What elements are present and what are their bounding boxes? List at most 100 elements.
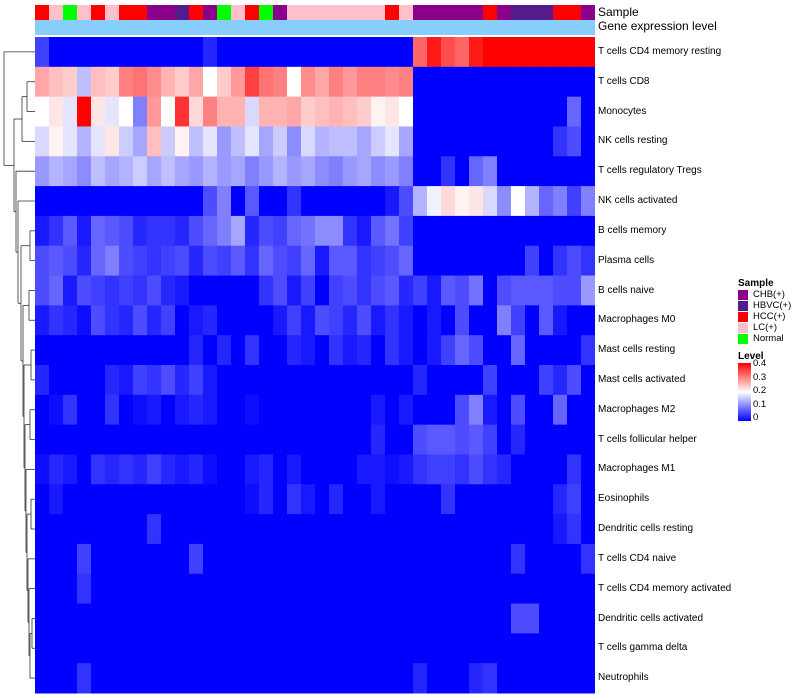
- row-label: T cells CD4 memory resting: [598, 45, 722, 57]
- heatmap-cell: [385, 573, 400, 605]
- heatmap-cell: [525, 573, 540, 605]
- heatmap-cell: [119, 335, 134, 366]
- heatmap-cell: [455, 66, 470, 98]
- heatmap-cell: [399, 215, 414, 247]
- heatmap-cell: [371, 603, 386, 634]
- heatmap-cell: [511, 573, 526, 605]
- heatmap-cell: [49, 424, 64, 455]
- heatmap-cell: [259, 275, 274, 306]
- heatmap-cell: [399, 424, 414, 455]
- sample-cell: [469, 5, 484, 20]
- heatmap-cell: [119, 573, 134, 605]
- heatmap-cell: [371, 335, 386, 366]
- heatmap-cell: [231, 37, 246, 68]
- sample-cell: [77, 5, 92, 20]
- sample-cell: [259, 5, 274, 20]
- heatmap-cell: [357, 633, 372, 664]
- heatmap-cell: [469, 603, 484, 634]
- heatmap-cell: [147, 335, 162, 366]
- heatmap-cell: [175, 275, 190, 306]
- heatmap-cell: [231, 245, 246, 277]
- heatmap-cell: [567, 335, 582, 366]
- heatmap-cell: [133, 603, 148, 634]
- legend-tick-label: 0: [753, 412, 759, 423]
- heatmap-cell: [539, 514, 554, 545]
- sample-cell: [329, 5, 344, 20]
- heatmap-cell: [483, 514, 498, 545]
- heatmap-cell: [63, 484, 78, 515]
- heatmap-cell: [35, 156, 50, 187]
- heatmap-cell: [567, 126, 582, 157]
- heatmap-cell: [91, 335, 106, 366]
- heatmap-cell: [511, 454, 526, 485]
- heatmap-cell: [497, 365, 512, 396]
- heatmap-cell: [581, 454, 595, 485]
- sample-cell: [301, 5, 316, 20]
- heatmap-cell: [343, 156, 358, 187]
- heatmap-cell: [259, 663, 274, 694]
- heatmap-cell: [49, 335, 64, 366]
- heatmap-cell: [385, 454, 400, 485]
- heatmap-cell: [147, 215, 162, 247]
- heatmap-cell: [91, 543, 106, 575]
- annotation-label-sample: Sample: [598, 5, 639, 19]
- heatmap-cell: [385, 365, 400, 396]
- heatmap-cell: [77, 37, 92, 68]
- heatmap-cell: [427, 484, 442, 515]
- heatmap-cell: [329, 454, 344, 485]
- heatmap-cell: [273, 245, 288, 277]
- heatmap-cell: [273, 37, 288, 68]
- heatmap-cell: [469, 394, 484, 426]
- sample-cell: [203, 5, 218, 20]
- heatmap-cell: [581, 365, 595, 396]
- heatmap-cell: [329, 573, 344, 605]
- heatmap-cell: [497, 663, 512, 694]
- heatmap-cell: [399, 245, 414, 277]
- heatmap-cell: [133, 37, 148, 68]
- heatmap-cell: [273, 663, 288, 694]
- heatmap-cell: [525, 186, 540, 217]
- heatmap-cell: [441, 543, 456, 575]
- heatmap-cell: [245, 484, 260, 515]
- heatmap-cell: [147, 126, 162, 157]
- heatmap-cell: [525, 454, 540, 485]
- heatmap-cell: [77, 305, 92, 336]
- heatmap-cell: [399, 573, 414, 605]
- heatmap-cell: [385, 335, 400, 366]
- sample-cell: [497, 5, 512, 20]
- heatmap-cell: [413, 215, 428, 247]
- heatmap-cell: [287, 96, 302, 127]
- heatmap-cell: [175, 603, 190, 634]
- heatmap-cell: [189, 126, 204, 157]
- heatmap-cell: [175, 543, 190, 575]
- heatmap-cell: [427, 275, 442, 306]
- heatmap-cell: [399, 305, 414, 336]
- heatmap-cell: [483, 663, 498, 694]
- heatmap-cell: [511, 215, 526, 247]
- row-label: Plasma cells: [598, 254, 655, 266]
- heatmap-cell: [203, 514, 218, 545]
- heatmap-cell: [455, 275, 470, 306]
- heatmap-cell: [49, 573, 64, 605]
- heatmap-cell: [147, 186, 162, 217]
- heatmap-cell: [133, 484, 148, 515]
- heatmap-cell: [175, 514, 190, 545]
- heatmap-cell: [441, 215, 456, 247]
- legend-swatch: [738, 301, 748, 311]
- legend-sample-item: HBVC(+): [738, 300, 791, 311]
- heatmap-cell: [49, 514, 64, 545]
- heatmap-cell: [91, 514, 106, 545]
- heatmap-cell: [385, 186, 400, 217]
- heatmap-cell: [343, 215, 358, 247]
- heatmap-cell: [511, 156, 526, 187]
- heatmap-cell: [469, 335, 484, 366]
- heatmap-cell: [49, 484, 64, 515]
- heatmap-cell: [553, 573, 568, 605]
- heatmap-cell: [175, 573, 190, 605]
- heatmap-cell: [147, 663, 162, 694]
- heatmap-cell: [413, 186, 428, 217]
- row-label: Mast cells activated: [598, 373, 686, 385]
- heatmap-cell: [105, 514, 120, 545]
- sample-cell: [539, 5, 554, 20]
- heatmap-cell: [343, 96, 358, 127]
